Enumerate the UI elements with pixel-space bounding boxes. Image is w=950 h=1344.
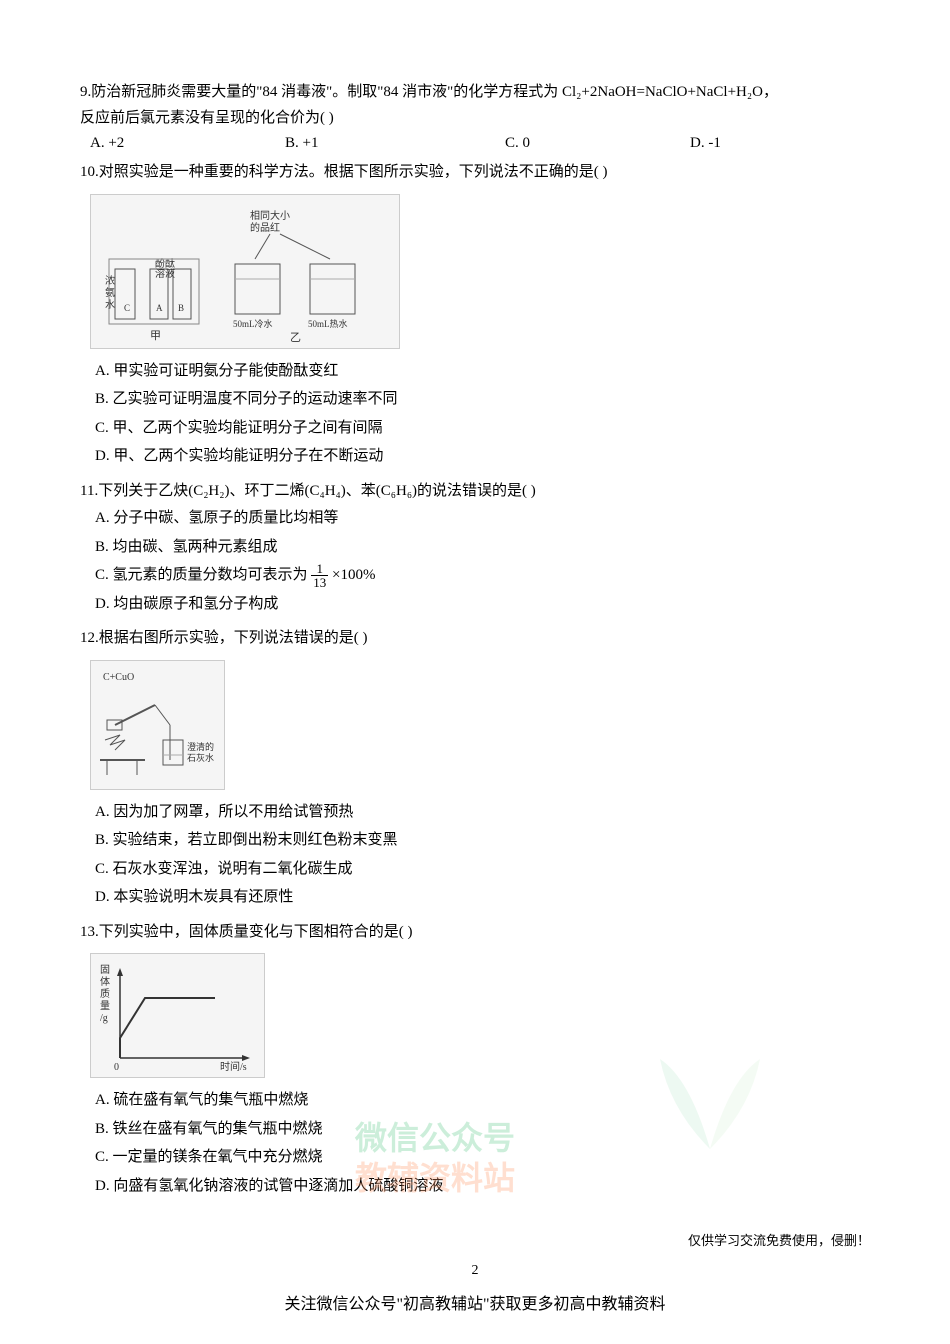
svg-text:溶液: 溶液: [155, 267, 175, 280]
question-11-options: A. 分子中碳、氢原子的质量比均相等 B. 均由碳、氢两种元素组成 C. 氢元素…: [95, 504, 870, 618]
question-13: 13.下列实验中，固体质量变化与下图相符合的是( ) 固 体 质 量 /g 0 …: [80, 920, 870, 1201]
option-9c: C. 0: [505, 135, 690, 152]
question-9: 9.防治新冠肺炎需要大量的"84 消毒液"。制取"84 消市液"的化学方程式为 …: [80, 80, 870, 152]
fraction-den: 13: [311, 576, 328, 589]
svg-text:A: A: [156, 303, 163, 313]
question-13-options: A. 硫在盛有氧气的集气瓶中燃烧 B. 铁丝在盛有氧气的集气瓶中燃烧 C. 一定…: [95, 1086, 870, 1200]
question-12-options: A. 因为加了网罩，所以不用给试管预热 B. 实验结束，若立即倒出粉末则红色粉末…: [95, 798, 870, 912]
question-10-text: 10.对照实验是一种重要的科学方法。根据下图所示实验，下列说法不正确的是( ): [80, 160, 870, 186]
question-9-text-line1: 9.防治新冠肺炎需要大量的"84 消毒液"。制取"84 消市液"的化学方程式为 …: [80, 80, 870, 106]
question-12-figure: C+CuO 澄清的 石灰水: [90, 660, 225, 790]
question-10-figure: 浓 氨 水 酚酞 溶液 C A B 甲 相同大小 的品红 50mL冷水 50mL…: [90, 194, 400, 349]
option-9d: D. -1: [690, 135, 721, 152]
option-13c: C. 一定量的镁条在氧气中充分燃烧: [95, 1143, 870, 1172]
question-13-figure: 固 体 质 量 /g 0 时间/s: [90, 953, 265, 1078]
svg-text:浓: 浓: [105, 275, 115, 287]
option-13a: A. 硫在盛有氧气的集气瓶中燃烧: [95, 1086, 870, 1115]
option-12a: A. 因为加了网罩，所以不用给试管预热: [95, 798, 870, 827]
svg-text:的品红: 的品红: [250, 221, 280, 234]
svg-text:0: 0: [114, 1062, 119, 1073]
question-11: 11.下列关于乙炔(C₂H₂)、环丁二烯(C₄H₄)、苯(C₆H₆)的说法错误的…: [80, 479, 870, 619]
option-11c-suffix: ×100%: [332, 567, 375, 583]
option-12d: D. 本实验说明木炭具有还原性: [95, 883, 870, 912]
svg-text:甲: 甲: [150, 330, 161, 342]
svg-text:固: 固: [100, 964, 110, 976]
option-9b: B. +1: [285, 135, 505, 152]
svg-text:C+CuO: C+CuO: [103, 672, 134, 683]
option-11c-prefix: C. 氢元素的质量分数均可表示为: [95, 567, 311, 583]
page-number: 2: [472, 1263, 479, 1279]
footer-text: 关注微信公众号"初高教辅站"获取更多初高中教辅资料: [284, 1290, 665, 1314]
svg-text:氨: 氨: [105, 286, 115, 299]
svg-text:石灰水: 石灰水: [187, 752, 214, 763]
option-13d: D. 向盛有氢氧化钠溶液的试管中逐滴加人硫酸铜溶液: [95, 1172, 870, 1201]
option-11c-fraction: 1 13: [311, 562, 328, 589]
question-12: 12.根据右图所示实验，下列说法错误的是( ) C+CuO 澄清的 石灰水 A.…: [80, 626, 870, 912]
option-10c: C. 甲、乙两个实验均能证明分子之间有间隔: [95, 414, 870, 443]
question-10-options: A. 甲实验可证明氨分子能使酚酞变红 B. 乙实验可证明温度不同分子的运动速率不…: [95, 357, 870, 471]
option-11c: C. 氢元素的质量分数均可表示为 1 13 ×100%: [95, 561, 870, 590]
option-11a: A. 分子中碳、氢原子的质量比均相等: [95, 504, 870, 533]
svg-text:时间/s: 时间/s: [220, 1060, 247, 1073]
option-11d: D. 均由碳原子和氢分子构成: [95, 590, 870, 619]
question-13-text: 13.下列实验中，固体质量变化与下图相符合的是( ): [80, 920, 870, 946]
option-13b: B. 铁丝在盛有氧气的集气瓶中燃烧: [95, 1115, 870, 1144]
svg-text:50mL冷水: 50mL冷水: [233, 318, 273, 329]
question-9-options: A. +2 B. +1 C. 0 D. -1: [90, 135, 870, 152]
question-11-text: 11.下列关于乙炔(C₂H₂)、环丁二烯(C₄H₄)、苯(C₆H₆)的说法错误的…: [80, 479, 870, 505]
svg-text:B: B: [178, 303, 184, 313]
fraction-num: 1: [311, 562, 328, 576]
svg-text:50mL热水: 50mL热水: [308, 318, 348, 329]
option-12c: C. 石灰水变浑浊，说明有二氧化碳生成: [95, 855, 870, 884]
option-11b: B. 均由碳、氢两种元素组成: [95, 533, 870, 562]
question-9-text-line2: 反应前后氯元素没有呈现的化合价为( ): [80, 106, 870, 132]
svg-text:质: 质: [100, 988, 110, 1000]
svg-text:量: 量: [100, 1000, 110, 1012]
svg-text:澄清的: 澄清的: [187, 741, 214, 752]
option-10b: B. 乙实验可证明温度不同分子的运动速率不同: [95, 385, 870, 414]
svg-text:/g: /g: [100, 1013, 108, 1024]
option-10a: A. 甲实验可证明氨分子能使酚酞变红: [95, 357, 870, 386]
svg-text:乙: 乙: [290, 331, 301, 344]
svg-text:水: 水: [105, 299, 115, 311]
footer-note: 仅供学习交流免费使用，侵删！: [688, 1230, 870, 1249]
svg-text:相同大小: 相同大小: [250, 209, 290, 222]
option-12b: B. 实验结束，若立即倒出粉末则红色粉末变黑: [95, 826, 870, 855]
question-12-text: 12.根据右图所示实验，下列说法错误的是( ): [80, 626, 870, 652]
svg-text:C: C: [124, 303, 130, 313]
option-9a: A. +2: [90, 135, 285, 152]
question-10: 10.对照实验是一种重要的科学方法。根据下图所示实验，下列说法不正确的是( ) …: [80, 160, 870, 471]
option-10d: D. 甲、乙两个实验均能证明分子在不断运动: [95, 442, 870, 471]
svg-text:体: 体: [100, 976, 110, 988]
